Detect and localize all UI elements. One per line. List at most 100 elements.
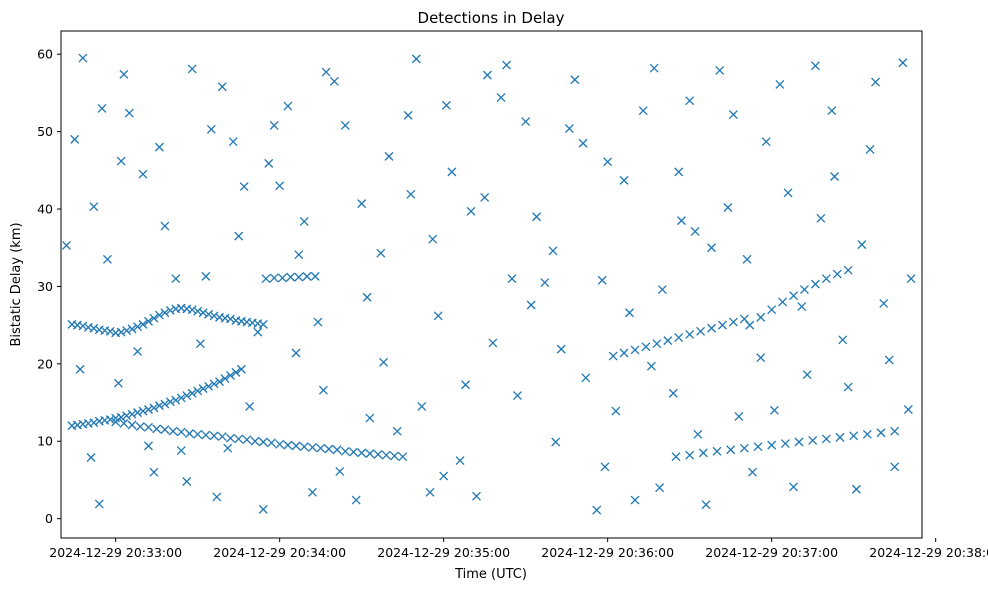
data-point bbox=[144, 316, 153, 326]
data-point bbox=[802, 370, 812, 380]
data-point bbox=[133, 346, 142, 356]
data-point bbox=[496, 93, 506, 103]
chart-title: Detections in Delay bbox=[418, 9, 565, 27]
data-point bbox=[447, 167, 457, 177]
data-point bbox=[843, 382, 853, 392]
x-tick-label: 2024-12-29 20:36:00 bbox=[541, 545, 674, 560]
data-point bbox=[119, 69, 129, 79]
data-point bbox=[603, 157, 613, 167]
data-point bbox=[204, 309, 214, 319]
data-point bbox=[217, 432, 227, 442]
data-point bbox=[332, 445, 342, 455]
data-point bbox=[149, 403, 159, 413]
data-point bbox=[294, 250, 304, 260]
data-point bbox=[712, 446, 722, 456]
data-point bbox=[264, 158, 274, 168]
y-tick-label: 30 bbox=[37, 279, 53, 294]
data-point bbox=[269, 273, 279, 283]
data-point bbox=[198, 384, 208, 394]
data-point bbox=[308, 442, 317, 452]
data-point bbox=[775, 79, 785, 89]
data-point bbox=[78, 53, 88, 63]
data-point bbox=[144, 441, 153, 451]
x-axis: 2024-12-29 20:33:00 2024-12-29 20:34:00 20… bbox=[49, 538, 988, 560]
data-point bbox=[657, 285, 667, 294]
data-point bbox=[767, 440, 777, 450]
data-point bbox=[548, 246, 558, 256]
data-point bbox=[843, 265, 853, 275]
y-axis-label: Bistatic Delay (km) bbox=[9, 222, 24, 346]
data-point bbox=[794, 437, 804, 447]
data-point bbox=[286, 272, 296, 282]
data-point bbox=[187, 305, 197, 315]
data-point bbox=[674, 333, 684, 342]
data-point bbox=[581, 373, 591, 383]
data-point bbox=[78, 321, 88, 331]
data-point bbox=[258, 437, 268, 447]
data-point bbox=[165, 305, 175, 315]
data-point bbox=[816, 213, 826, 223]
data-point bbox=[707, 323, 716, 333]
x-tick-label: 2024-12-29 20:35:00 bbox=[377, 545, 510, 560]
data-point bbox=[365, 449, 375, 459]
data-point bbox=[564, 124, 574, 133]
data-point bbox=[329, 76, 339, 86]
data-point bbox=[600, 462, 610, 472]
data-point bbox=[502, 60, 511, 70]
data-point bbox=[851, 484, 861, 494]
data-point bbox=[379, 357, 388, 367]
data-point bbox=[373, 449, 383, 459]
data-point bbox=[283, 440, 293, 450]
data-point bbox=[441, 100, 451, 110]
data-point bbox=[182, 477, 192, 486]
data-point bbox=[154, 401, 164, 411]
plot-frame bbox=[60, 30, 923, 539]
data-point bbox=[696, 326, 706, 336]
data-point bbox=[152, 424, 162, 434]
data-point bbox=[223, 443, 233, 453]
data-point bbox=[800, 285, 809, 294]
data-point bbox=[540, 278, 550, 288]
data-point bbox=[810, 61, 820, 71]
x-tick-label: 2024-12-29 20:37:00 bbox=[705, 545, 838, 560]
data-point bbox=[619, 348, 629, 358]
data-point bbox=[318, 385, 328, 395]
data-point bbox=[176, 427, 186, 437]
data-point bbox=[630, 345, 640, 355]
data-point bbox=[876, 428, 886, 438]
data-point bbox=[201, 430, 211, 440]
data-point bbox=[646, 361, 656, 371]
y-tick-label: 40 bbox=[37, 202, 53, 217]
data-point bbox=[761, 137, 771, 147]
data-point bbox=[507, 274, 517, 284]
data-point bbox=[275, 439, 285, 449]
data-point bbox=[849, 431, 859, 441]
data-point bbox=[513, 391, 522, 401]
data-point bbox=[739, 443, 749, 453]
data-point bbox=[857, 240, 867, 250]
data-point bbox=[299, 442, 309, 452]
data-point bbox=[176, 393, 186, 403]
data-point bbox=[668, 388, 678, 398]
data-point bbox=[570, 75, 580, 85]
data-point bbox=[808, 436, 818, 445]
data-point bbox=[578, 138, 588, 148]
data-point bbox=[116, 327, 126, 337]
y-tick-label: 0 bbox=[45, 511, 53, 526]
x-axis-label: Time (UTC) bbox=[454, 567, 527, 582]
data-point bbox=[381, 450, 391, 460]
data-point bbox=[168, 426, 178, 436]
data-point bbox=[89, 202, 99, 212]
data-point bbox=[797, 302, 807, 312]
data-point bbox=[780, 439, 790, 449]
data-point bbox=[433, 311, 443, 321]
data-point bbox=[428, 234, 438, 244]
data-point bbox=[728, 110, 738, 120]
data-point bbox=[685, 450, 695, 460]
data-point bbox=[275, 181, 285, 191]
data-point bbox=[832, 269, 842, 279]
data-point bbox=[291, 441, 301, 451]
data-point bbox=[299, 216, 309, 226]
data-point bbox=[625, 308, 634, 318]
